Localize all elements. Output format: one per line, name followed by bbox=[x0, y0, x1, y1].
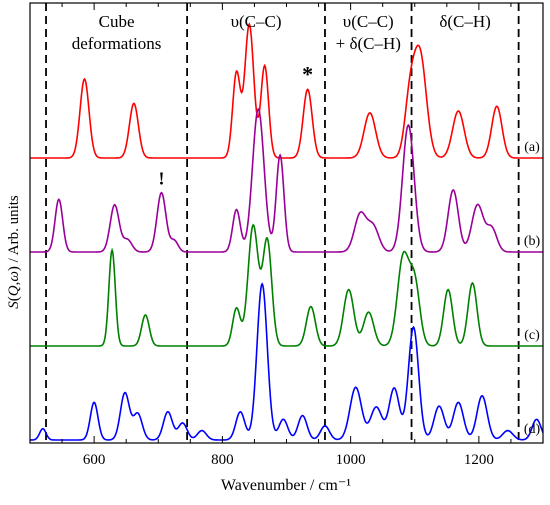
y-axis-label: S(Q,ω) / Arb. units bbox=[6, 195, 22, 309]
peak-annotations: *! bbox=[158, 61, 313, 188]
peak-annotation: ! bbox=[158, 169, 164, 189]
region-boundaries bbox=[45, 3, 520, 443]
series-tag: (c) bbox=[524, 328, 540, 343]
spectrum-line bbox=[30, 223, 543, 347]
region-label: υ(C–C) bbox=[343, 12, 394, 31]
x-axis-label: Wavenumber / cm⁻¹ bbox=[221, 477, 351, 494]
series-tags: (a) (b) (c) (d) bbox=[524, 140, 541, 437]
x-tick-label: 600 bbox=[83, 452, 106, 468]
spectrum-line bbox=[29, 282, 544, 441]
series-tag: (a) bbox=[524, 140, 540, 155]
region-label: Cube bbox=[99, 12, 135, 31]
series-tag: (d) bbox=[524, 422, 541, 437]
region-label: δ(C–H) bbox=[439, 12, 490, 31]
region-labels: Cube deformations υ(C–C) υ(C–C) + δ(C–H) δ(C–… bbox=[72, 12, 491, 53]
x-tick-label: 800 bbox=[211, 452, 234, 468]
axes: 600 800 1000 1200 bbox=[29, 2, 544, 468]
spectrum-line bbox=[30, 22, 543, 159]
spectrum-line bbox=[30, 107, 543, 253]
spectra-series bbox=[29, 22, 544, 441]
series-tag: (b) bbox=[524, 234, 541, 249]
region-label: υ(C–C) bbox=[231, 12, 282, 31]
x-tick-label: 1200 bbox=[464, 452, 494, 468]
peak-annotation: * bbox=[302, 61, 313, 86]
region-label: deformations bbox=[72, 34, 162, 53]
region-label: + δ(C–H) bbox=[336, 34, 401, 53]
x-tick-label: 1000 bbox=[336, 452, 366, 468]
